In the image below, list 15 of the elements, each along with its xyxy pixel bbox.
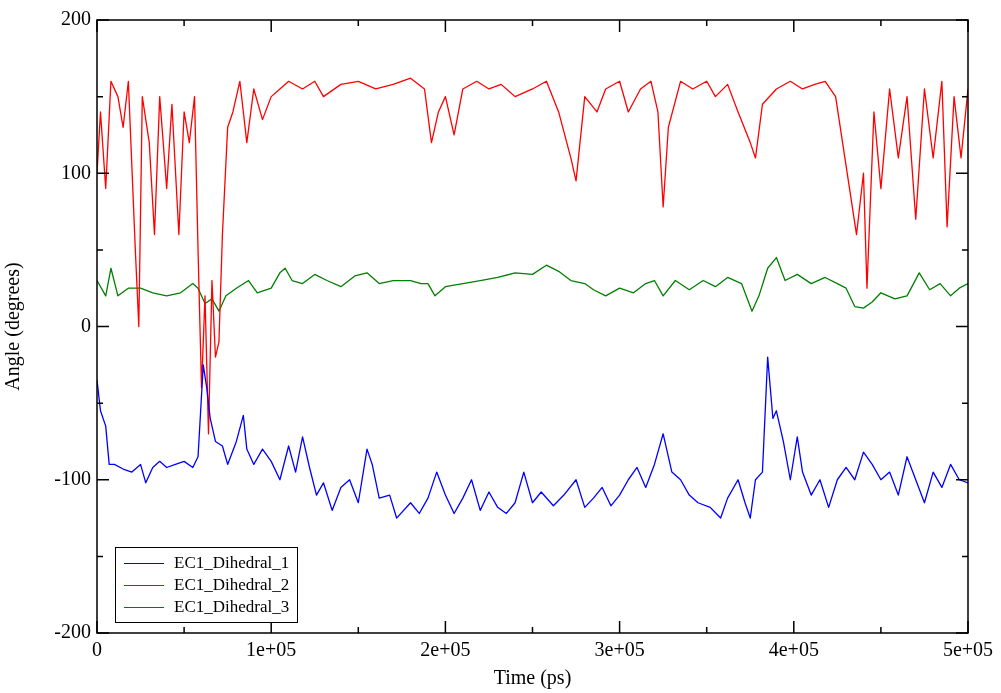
y-tick-label: -200 (54, 620, 91, 643)
x-tick-label: 1e+05 (246, 638, 297, 661)
legend-label: EC1_Dihedral_3 (174, 596, 290, 618)
y-tick-label: 0 (81, 313, 91, 336)
y-tick-label: 200 (61, 7, 91, 30)
x-tick-label: 3e+05 (594, 638, 645, 661)
y-tick-label: -100 (54, 467, 91, 489)
y-tick-label: 100 (61, 160, 91, 183)
x-tick-label: 2e+05 (420, 638, 471, 661)
x-tick-label: 4e+05 (768, 638, 819, 661)
x-axis-title: Time (ps) (493, 666, 572, 690)
legend-label: EC1_Dihedral_1 (174, 552, 290, 574)
x-tick-label: 5e+05 (942, 638, 994, 661)
legend-label: EC1_Dihedral_2 (174, 574, 290, 596)
y-axis-title: Angle (degrees) (1, 262, 25, 391)
